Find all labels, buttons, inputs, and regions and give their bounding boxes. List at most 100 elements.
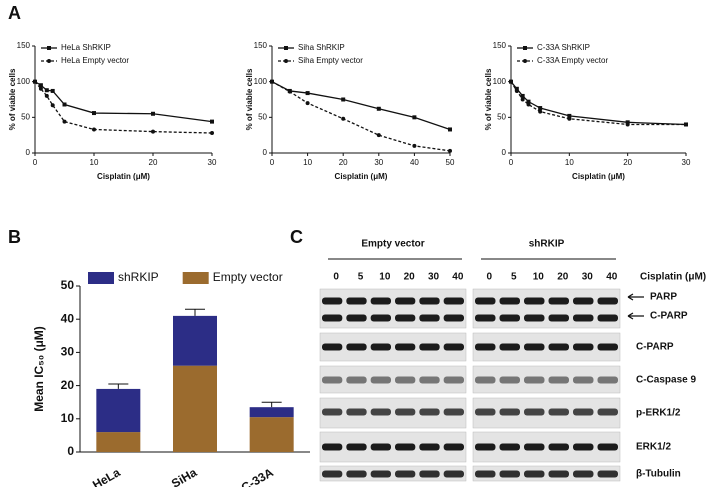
error-bar [185, 308, 205, 316]
x-tick-label: 0 [509, 158, 514, 167]
marker [448, 127, 452, 132]
x-tick-label: 20 [149, 158, 158, 167]
panel-label: B [8, 227, 21, 247]
y-tick-label: 50 [61, 278, 75, 292]
blot-band [524, 343, 545, 351]
blot-band [499, 376, 520, 384]
lane-label: 0 [333, 272, 339, 283]
marker [412, 143, 417, 148]
blot-band [322, 343, 343, 351]
marker [44, 88, 49, 93]
blot-band [443, 314, 464, 322]
marker [625, 122, 630, 127]
blot-band [475, 408, 496, 416]
blot-band [443, 408, 464, 416]
marker [526, 99, 531, 104]
blot-band [370, 314, 391, 322]
lane-label: 40 [452, 272, 464, 283]
blot-band [499, 297, 520, 305]
blot-band [322, 443, 343, 451]
blot-band [597, 408, 618, 416]
blot-band [322, 376, 343, 384]
marker [38, 83, 43, 88]
bar-segment [173, 315, 217, 366]
blot-strip [319, 365, 467, 394]
blot-band [597, 297, 618, 305]
series-line [271, 81, 451, 131]
blot-strip [472, 332, 621, 362]
condition-label: Cisplatin (μM) [640, 272, 706, 283]
series-line [510, 81, 687, 126]
blot-band [597, 343, 618, 351]
blot-band [548, 443, 569, 451]
y-tick-label: 0 [263, 148, 268, 157]
y-axis-label: Mean IC₅₀ (μM) [32, 326, 46, 412]
blot-band [346, 408, 367, 416]
blot-band [370, 408, 391, 416]
marker [305, 91, 310, 96]
blot-band [443, 376, 464, 384]
marker [305, 101, 310, 106]
lane-label: 10 [379, 272, 391, 283]
legend-marker [47, 59, 51, 63]
marker [210, 131, 214, 136]
marker [412, 115, 417, 120]
marker [50, 103, 55, 108]
error-bar [261, 401, 282, 408]
y-tick-label: 150 [254, 41, 268, 50]
lane-label: 30 [428, 272, 440, 283]
y-tick-label: 30 [61, 345, 75, 359]
y-tick-label: 40 [61, 311, 75, 325]
arrow [627, 312, 644, 320]
blot-band [395, 376, 416, 384]
blot-strip [319, 431, 467, 463]
marker [62, 102, 67, 107]
legend-marker [284, 46, 288, 50]
x-tick-label: 40 [410, 158, 419, 167]
y-tick-label: 50 [258, 112, 267, 121]
blot-band [322, 314, 343, 322]
marker [376, 133, 381, 138]
x-axis-label: Cisplatin (μM) [97, 172, 150, 181]
marker [33, 79, 37, 84]
blot-band [370, 470, 391, 478]
lane-label: 20 [404, 272, 416, 283]
x-tick-label: 0 [33, 158, 38, 167]
blot-band [395, 408, 416, 416]
row-label: C-Caspase 9 [636, 375, 696, 386]
blot-band [499, 470, 520, 478]
x-tick-label: 10 [303, 158, 312, 167]
y-tick-label: 20 [61, 378, 75, 392]
blot-band [322, 297, 343, 305]
blot-strip [472, 288, 621, 329]
legend-label: C-33A Empty vector [537, 56, 608, 65]
blot-band [499, 343, 520, 351]
x-tick-label: SiHa [169, 465, 199, 487]
legend-label: Siha Empty vector [298, 56, 363, 65]
y-tick-label: 100 [493, 77, 507, 86]
marker [287, 89, 292, 94]
blot-band [573, 376, 594, 384]
y-tick-label: 0 [502, 148, 507, 157]
x-tick-label: 0 [270, 158, 275, 167]
blot-band [419, 343, 440, 351]
bar-segment [249, 407, 294, 418]
blot-band [573, 297, 594, 305]
blot-strip [319, 397, 467, 429]
row-label: PARP [650, 292, 677, 303]
blot-band [475, 443, 496, 451]
marker [62, 119, 67, 124]
y-tick-label: 50 [497, 112, 506, 121]
blot-band [499, 314, 520, 322]
x-tick-label: 30 [374, 158, 383, 167]
blot-band [370, 343, 391, 351]
lane-label: 5 [358, 272, 364, 283]
blot-band [322, 408, 343, 416]
blot-band [573, 314, 594, 322]
marker [509, 79, 513, 84]
blot-band [573, 408, 594, 416]
error-bar [108, 383, 129, 389]
marker [567, 116, 572, 121]
legend-label: C-33A ShRKIP [537, 43, 590, 52]
blot-band [346, 297, 367, 305]
